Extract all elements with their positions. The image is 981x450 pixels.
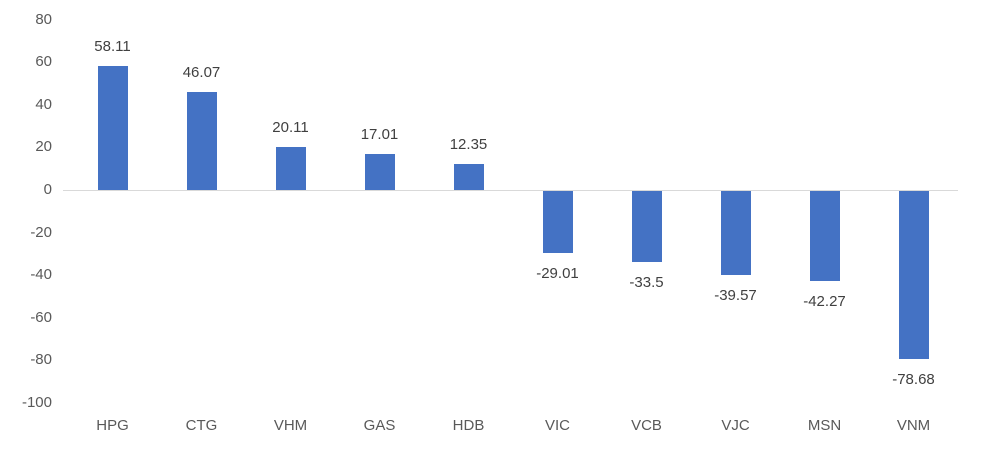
y-tick-label: 20: [35, 138, 52, 156]
bar: [720, 191, 751, 276]
x-category-label: VIC: [544, 417, 570, 434]
y-tick-label: -60: [30, 308, 52, 326]
bar: [542, 191, 573, 253]
x-category-label: VHM: [273, 417, 308, 434]
bar: [631, 191, 662, 263]
x-category-label: VJC: [721, 417, 750, 434]
y-tick-label: 60: [35, 53, 52, 71]
x-category-label: HPG: [96, 417, 129, 434]
bar-value-label: -39.57: [714, 287, 757, 305]
bar-value-label: 46.07: [182, 63, 221, 81]
y-tick-label: 80: [35, 10, 52, 28]
bar: [186, 91, 217, 190]
bar: [364, 153, 395, 190]
x-category-label: VNM: [896, 417, 931, 434]
x-category-label: HDB: [452, 417, 485, 434]
y-tick-label: -80: [30, 351, 52, 369]
bar-value-label: -29.01: [536, 264, 579, 282]
x-category-label: CTG: [185, 417, 218, 434]
bar: [453, 163, 484, 190]
bar-value-label: 20.11: [272, 119, 309, 137]
y-tick-label: 0: [43, 181, 52, 198]
bar-value-label: -78.68: [892, 370, 935, 388]
bar: [97, 66, 128, 190]
bar-value-label: -33.5: [629, 274, 664, 292]
y-tick-label: -20: [30, 223, 52, 241]
x-category-label: VCB: [631, 417, 662, 434]
x-axis-line: [63, 190, 958, 191]
y-tick-label: -100: [21, 394, 52, 411]
bar: [275, 147, 306, 190]
x-category-label: MSN: [807, 417, 842, 434]
y-tick-label: -40: [30, 266, 52, 284]
bar: [898, 191, 929, 359]
bar-value-label: 58.11: [94, 38, 131, 56]
x-category-label: GAS: [363, 417, 396, 434]
bar-value-label: -42.27: [803, 293, 846, 311]
bar-value-label: 17.01: [360, 125, 399, 143]
bar: [809, 191, 840, 282]
bar-value-label: 12.35: [449, 135, 488, 153]
y-tick-label: 40: [35, 95, 52, 113]
